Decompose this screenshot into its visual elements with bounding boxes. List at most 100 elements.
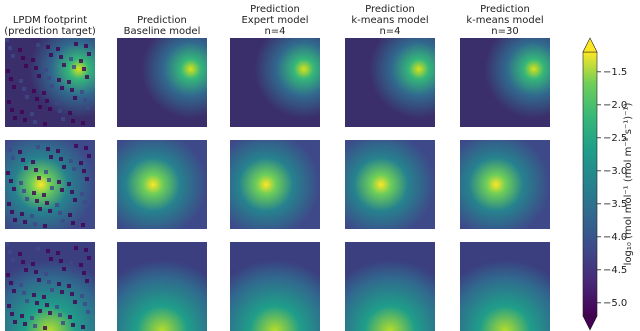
colorbar-extend-top — [582, 37, 598, 53]
colorbar-tick-label: −3.5 — [603, 199, 627, 210]
panel-noise — [79, 161, 83, 165]
panel-noise — [48, 209, 52, 213]
panel-noise — [8, 148, 12, 152]
panel-noise — [42, 295, 46, 299]
panel-noise — [36, 145, 40, 149]
panel-noise — [23, 322, 27, 326]
panel-noise — [47, 76, 51, 80]
panel-noise — [44, 272, 48, 276]
panel-noise — [84, 44, 88, 48]
panel-noise — [85, 75, 89, 79]
panel-noise — [9, 179, 13, 183]
panel-noise — [67, 284, 71, 288]
panel-noise — [10, 210, 14, 214]
panel-noise — [38, 105, 42, 109]
panel-noise — [83, 200, 87, 204]
panel-noise — [59, 157, 63, 161]
panel-noise — [45, 99, 49, 103]
panel-noise — [50, 84, 54, 88]
panel-noise — [72, 65, 76, 69]
panel-noise — [7, 304, 11, 308]
panel-noise — [35, 97, 39, 101]
panel-image — [345, 38, 435, 127]
panel-noise — [22, 189, 26, 193]
panel-noise — [10, 312, 14, 316]
panel-noise — [8, 250, 12, 254]
column-title: Baseline model — [124, 26, 201, 37]
panel-noise — [70, 88, 74, 92]
panel-noise — [25, 197, 29, 201]
panel-noise — [74, 144, 78, 148]
panel-noise — [86, 106, 90, 110]
panel-noise — [23, 220, 27, 224]
colorbar-tick-label: −2.0 — [603, 100, 627, 111]
panel-noise — [70, 190, 74, 194]
panel-noise — [83, 302, 87, 306]
colorbar-tick-label: −2.5 — [603, 133, 627, 144]
panel-noise — [18, 252, 22, 256]
panel-noise — [36, 43, 40, 47]
panel-noise — [46, 147, 50, 151]
panel-noise — [23, 118, 27, 122]
panel-noise — [84, 248, 88, 252]
panel-noise — [81, 121, 85, 125]
panel-noise — [58, 313, 62, 317]
panel-noise — [59, 55, 63, 59]
panel-noise — [12, 85, 16, 89]
panel-noise — [62, 165, 66, 169]
panel-noise — [61, 321, 65, 325]
panel-noise — [87, 154, 91, 158]
panel-noise — [42, 91, 46, 95]
panel-noise — [56, 47, 60, 51]
panel-noise — [71, 119, 75, 123]
panel-noise — [11, 258, 15, 262]
panel-image — [230, 140, 320, 229]
panel-noise — [6, 273, 10, 277]
panel-noise — [37, 176, 41, 180]
column-title: Prediction — [365, 4, 415, 15]
panel-noise — [57, 78, 61, 82]
panel-noise — [24, 166, 28, 170]
panel-image — [345, 242, 435, 331]
panel-noise — [55, 305, 59, 309]
panel-noise — [60, 86, 64, 90]
panel-noise — [22, 291, 26, 295]
panel-noise — [71, 323, 75, 327]
panel-noise — [49, 257, 53, 261]
panel-noise — [80, 294, 84, 298]
panel-noise — [67, 80, 71, 84]
panel-noise — [18, 150, 22, 154]
panel-noise — [87, 256, 91, 260]
panel-noise — [19, 283, 23, 287]
panel-noise — [36, 247, 40, 251]
panel-noise — [11, 54, 15, 58]
panel-noise — [22, 87, 26, 91]
panel-noise — [25, 299, 29, 303]
panel-noise — [9, 281, 13, 285]
panel-image — [117, 140, 207, 229]
panel-noise — [31, 58, 35, 62]
panel-noise — [21, 260, 25, 264]
panel-noise — [38, 207, 42, 211]
panel-noise — [21, 56, 25, 60]
panel-noise — [10, 108, 14, 112]
panel-noise — [31, 262, 35, 266]
column-title: n=4 — [379, 26, 400, 37]
panel-noise — [30, 316, 34, 320]
panel-image — [460, 38, 550, 127]
colorbar-tick-label: −4.5 — [603, 265, 627, 276]
panel-noise — [19, 181, 23, 185]
panel-noise — [48, 311, 52, 315]
panel-noise — [83, 98, 87, 102]
panel-noise — [33, 324, 37, 328]
panel-noise — [57, 180, 61, 184]
panel-noise — [20, 314, 24, 318]
colorbar-tick-label: −1.5 — [603, 67, 627, 78]
column-title: Prediction — [137, 15, 187, 26]
panel-noise — [82, 169, 86, 173]
panel-noise — [68, 315, 72, 319]
panel-noise — [73, 96, 77, 100]
panel-noise — [6, 171, 10, 175]
column-title: LPDM footprint — [13, 15, 87, 26]
panel-noise — [11, 156, 15, 160]
